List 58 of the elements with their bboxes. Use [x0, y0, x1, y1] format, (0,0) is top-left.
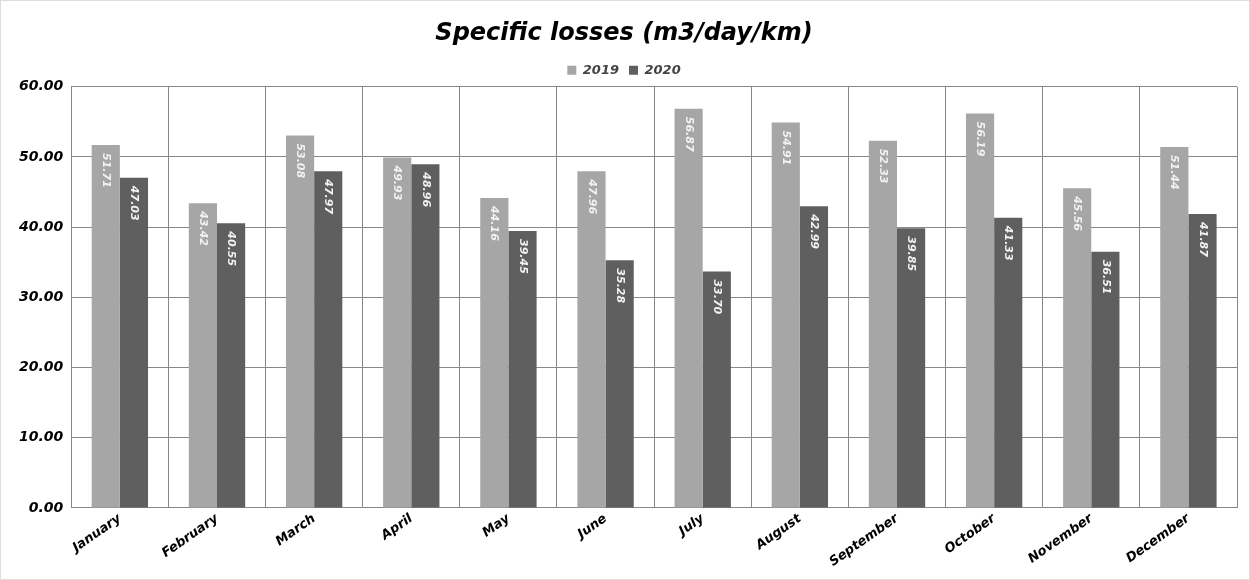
bar: [674, 108, 703, 508]
bar: [605, 260, 634, 508]
y-tick-label: 50.00: [18, 147, 64, 164]
data-label: 56.87: [682, 116, 696, 152]
data-label: 43.42: [197, 210, 211, 247]
bar: [965, 113, 995, 508]
bar: [868, 140, 897, 508]
data-label: 51.71: [99, 152, 113, 188]
data-label: 44.16: [488, 204, 502, 242]
bar: [411, 164, 440, 508]
data-label: 36.51: [1099, 259, 1113, 295]
y-tick-label: 60.00: [18, 77, 64, 94]
y-tick-label: 20.00: [18, 358, 64, 375]
data-label: 52.33: [877, 148, 891, 184]
bar: [314, 171, 343, 508]
y-tick-label: 40.00: [17, 217, 64, 234]
bar: [508, 231, 537, 508]
bar: [702, 271, 731, 508]
data-label: 33.70: [710, 279, 724, 315]
bar: [771, 122, 800, 508]
bar: [1091, 251, 1120, 508]
data-label: 41.87: [1196, 221, 1210, 258]
bar: [119, 177, 149, 508]
bar: [91, 145, 120, 508]
bar: [577, 171, 606, 508]
chart-title: Specific losses (m3/day/km): [435, 17, 813, 46]
bar: [383, 157, 412, 508]
data-label: 40.55: [225, 230, 239, 267]
legend-label: 2019: [582, 61, 620, 77]
bar: [897, 228, 926, 508]
data-label: 42.99: [808, 213, 822, 250]
data-label: 49.93: [391, 164, 405, 201]
bar: [1063, 188, 1092, 508]
bar: [1160, 146, 1189, 508]
data-label: 39.45: [516, 239, 530, 275]
y-tick-label: 0.00: [28, 498, 64, 515]
data-label: 35.28: [613, 268, 627, 304]
bar: [994, 217, 1023, 508]
legend-label: 2020: [644, 61, 681, 77]
data-label: 54.91: [779, 130, 793, 166]
data-label: 56.19: [974, 121, 988, 157]
data-label: 45.56: [1071, 195, 1085, 232]
y-tick-label: 10.00: [18, 428, 64, 445]
bar: [217, 223, 246, 508]
bar: [285, 135, 315, 508]
bar: [1188, 214, 1217, 508]
y-tick-label: 30.00: [18, 288, 64, 305]
data-label: 41.33: [1002, 224, 1016, 261]
bar: [480, 198, 509, 508]
data-label: 53.08: [294, 143, 308, 179]
bar: [799, 206, 829, 508]
data-label: 48.96: [419, 171, 433, 208]
data-label: 51.44: [1168, 154, 1182, 190]
data-label: 47.97: [322, 178, 336, 215]
data-label: 39.85: [905, 236, 919, 272]
data-label: 47.96: [585, 178, 599, 215]
data-label: 47.03: [128, 184, 142, 221]
bar: [188, 203, 217, 508]
